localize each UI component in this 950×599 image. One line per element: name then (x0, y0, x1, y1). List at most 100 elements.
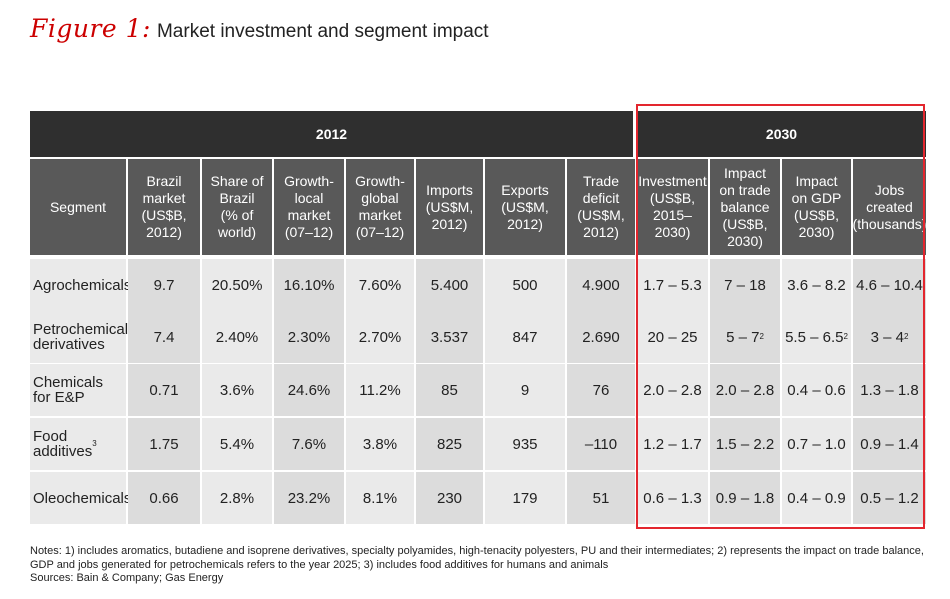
segment-name: Oleochemicals (33, 489, 132, 507)
column-header-growth-local: Growth- local market (07–12) (274, 159, 344, 255)
table-cell: 16.10% (274, 259, 344, 311)
column-header-investment: Investment (US$B, 2015– 2030) (637, 159, 708, 255)
cell-value: 1.7 – 5.3 (643, 276, 702, 294)
cell-value: 7.60% (358, 276, 402, 294)
cell-value: 3 – 4 (870, 328, 904, 346)
cell-value: 16.10% (283, 276, 335, 294)
cell-value: 9.7 (153, 276, 175, 294)
table-cell: 825 (416, 418, 483, 470)
segment-name: Food additives (33, 428, 93, 460)
column-header-imports: Imports (US$M, 2012) (416, 159, 483, 255)
segment-cell: Chemicals for E&P (30, 364, 126, 416)
table-cell: 20.50% (202, 259, 272, 311)
cell-value: 2.40% (215, 328, 259, 346)
column-header-exports: Exports (US$M, 2012) (485, 159, 565, 255)
table-cell: 0.5 – 1.2 (853, 472, 926, 524)
table-cell: 2.8% (202, 472, 272, 524)
table-cell: 23.2% (274, 472, 344, 524)
table-cell: 5.5 – 6.5 2 (782, 311, 851, 363)
column-header-growth-global: Growth- global market (07–12) (346, 159, 414, 255)
cell-value: 20 – 25 (647, 328, 698, 346)
column-header-brazil-market: Brazil market (US$B, 2012) (128, 159, 200, 255)
cell-value: 1.5 – 2.2 (715, 435, 775, 453)
table-cell: 0.71 (128, 364, 200, 416)
cell-value: 5.5 – 6.5 (785, 328, 844, 346)
segment-name: Agrochemicals (33, 276, 132, 294)
table-cell: 4.6 – 10.4 (853, 259, 926, 311)
table-cell: 7.60% (346, 259, 414, 311)
table-cell: 1.75 (128, 418, 200, 470)
cell-value: 3.537 (430, 328, 469, 346)
cell-value: 0.71 (149, 381, 179, 399)
cell-value: 935 (512, 435, 538, 453)
table-cell: 0.4 – 0.6 (782, 364, 851, 416)
table-cell: 0.4 – 0.9 (782, 472, 851, 524)
cell-value: 2.70% (358, 328, 402, 346)
segment-cell: Agrochemicals (30, 259, 131, 311)
cell-value: 1.3 – 1.8 (860, 381, 919, 399)
table-cell: 2.70% (346, 311, 414, 363)
table-cell: 2.30% (274, 311, 344, 363)
table-cell: 9 (485, 364, 565, 416)
cell-value: 0.4 – 0.6 (787, 381, 846, 399)
cell-value: 11.2% (359, 381, 401, 399)
table-cell: 1.2 – 1.7 (637, 418, 708, 470)
cell-value: 4.900 (582, 276, 620, 294)
table-cell: 2.690 (567, 311, 635, 363)
table-cell: 2.40% (202, 311, 272, 363)
table-cell: 76 (567, 364, 635, 416)
table-cell: 3.6 – 8.2 (782, 259, 851, 311)
cell-value: 1.75 (149, 435, 179, 453)
column-header-share-of-brazil: Share of Brazil (% of world) (202, 159, 272, 255)
sources-text: Sources: Bain & Company; Gas Energy (30, 572, 224, 584)
table-cell: 3.8% (346, 418, 414, 470)
column-header-trade-deficit: Trade deficit (US$M, 2012) (567, 159, 635, 255)
column-header-jobs-created: Jobs created (thousands) (853, 159, 926, 255)
segment-name: Chemicals for E&P (33, 374, 104, 406)
cell-value: 2.690 (582, 328, 620, 346)
table-cell: 230 (416, 472, 483, 524)
cell-value: 1.2 – 1.7 (643, 435, 702, 453)
cell-value: 23.2% (287, 489, 331, 507)
column-header-impact-trade: Impact on trade balance (US$B, 2030) (710, 159, 780, 255)
cell-value: 0.4 – 0.9 (787, 489, 846, 507)
cell-value: 0.6 – 1.3 (643, 489, 702, 507)
table-cell: 500 (485, 259, 565, 311)
cell-value: –110 (584, 435, 618, 453)
cell-value: 179 (512, 489, 538, 507)
cell-value: 24.6% (287, 381, 331, 399)
table-cell: 20 – 25 (637, 311, 708, 363)
table-cell: 8.1% (346, 472, 414, 524)
cell-value: 3.6 – 8.2 (787, 276, 846, 294)
table-cell: 11.2% (346, 364, 414, 416)
cell-value: 0.7 – 1.0 (787, 435, 846, 453)
segment-name: Petrochemical derivatives (33, 321, 129, 353)
table-cell: 0.6 – 1.3 (637, 472, 708, 524)
header-2030: 2030 (637, 111, 926, 157)
table-cell: –110 (567, 418, 635, 470)
cell-value: 847 (512, 328, 538, 346)
cell-value: 2.0 – 2.8 (643, 381, 702, 399)
cell-value: 0.5 – 1.2 (860, 489, 919, 507)
table-cell: 5.4% (202, 418, 272, 470)
table-cell: 935 (485, 418, 565, 470)
table-cell: 0.7 – 1.0 (782, 418, 851, 470)
table-cell: 3.537 (416, 311, 483, 363)
cell-value: 5.400 (430, 276, 469, 294)
cell-value: 5.4% (219, 435, 255, 453)
cell-value: 5 – 7 (726, 328, 760, 346)
cell-value: 4.6 – 10.4 (856, 276, 923, 294)
table-cell: 2.0 – 2.8 (637, 364, 708, 416)
figure-title: Market investment and segment impact (156, 21, 489, 42)
table-cell: 1.7 – 5.3 (637, 259, 708, 311)
cell-value: 825 (436, 435, 463, 453)
column-header-segment: Segment (30, 159, 126, 255)
table-cell: 1.3 – 1.8 (853, 364, 926, 416)
column-header-impact-gdp: Impact on GDP (US$B, 2030) (782, 159, 851, 255)
table-cell: 0.9 – 1.8 (710, 472, 780, 524)
notes-text: Notes: 1) includes aromatics, butadiene … (30, 545, 924, 571)
table-cell: 2.0 – 2.8 (710, 364, 780, 416)
data-table: 2012 2030 Segment Brazil market (US$B, 20… (30, 111, 926, 525)
cell-value: 20.50% (211, 276, 263, 294)
